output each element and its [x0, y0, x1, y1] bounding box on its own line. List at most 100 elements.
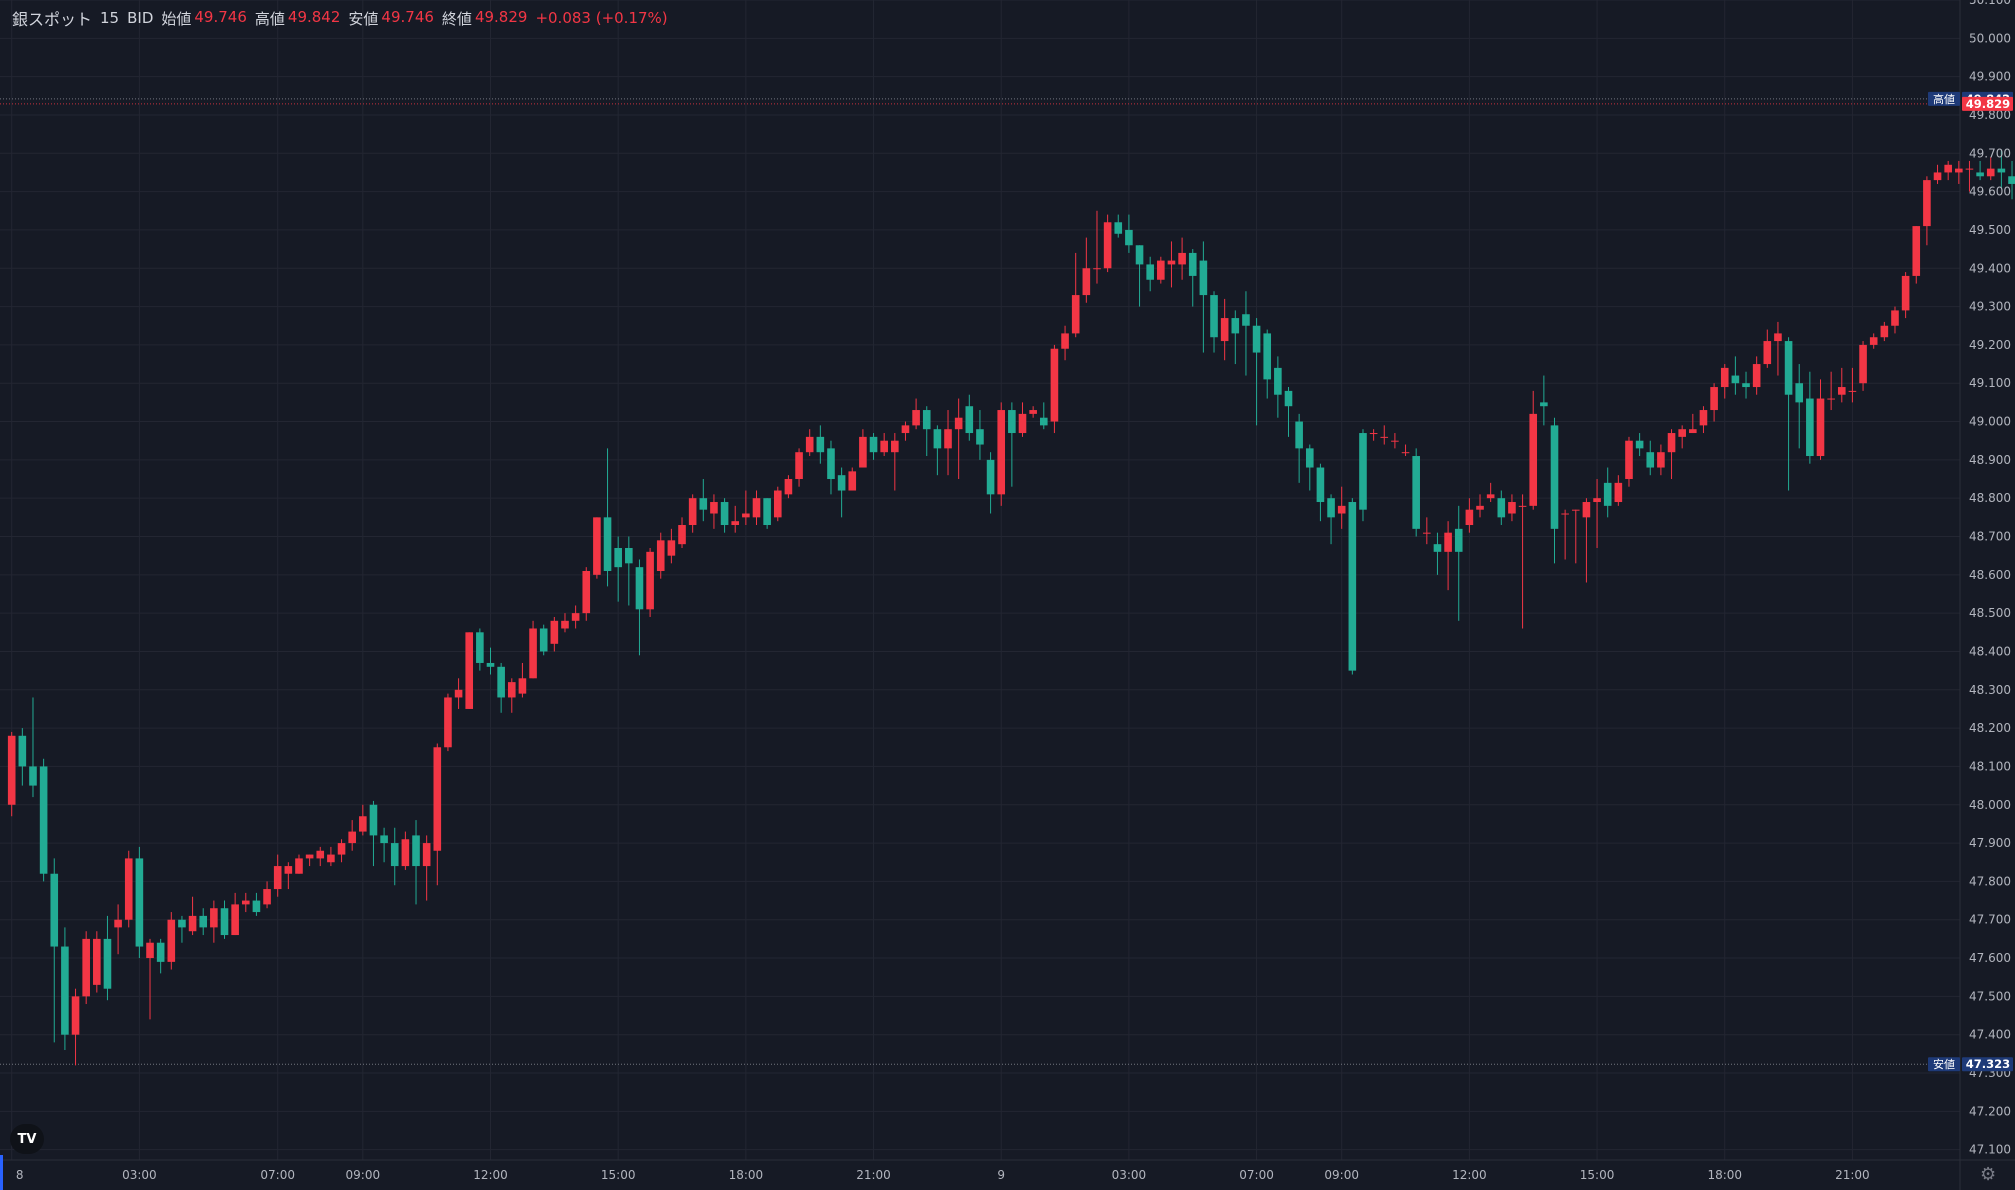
candle-body[interactable]	[114, 919, 122, 928]
candle-body[interactable]	[476, 632, 484, 663]
candle-body[interactable]	[1167, 260, 1176, 265]
candle-body[interactable]	[348, 831, 356, 844]
candle-body[interactable]	[1082, 268, 1091, 296]
candle-body[interactable]	[1625, 440, 1633, 480]
candle-body[interactable]	[1337, 505, 1346, 514]
candle-body[interactable]	[816, 436, 825, 453]
candle-body[interactable]	[869, 436, 878, 453]
candle-body[interactable]	[103, 938, 112, 989]
candle-body[interactable]	[1678, 429, 1686, 437]
candle-body[interactable]	[1997, 168, 2006, 173]
candle-body[interactable]	[1199, 260, 1208, 296]
candle-body[interactable]	[1710, 387, 1718, 411]
candle-body[interactable]	[986, 459, 995, 495]
candle-body[interactable]	[859, 436, 867, 468]
candle-body[interactable]	[1242, 314, 1250, 326]
candle-body[interactable]	[1369, 433, 1378, 435]
candle-body[interactable]	[1178, 252, 1186, 265]
candle-body[interactable]	[263, 889, 271, 905]
candle-body[interactable]	[1231, 318, 1240, 334]
candle-body[interactable]	[848, 471, 857, 491]
candle-body[interactable]	[1806, 398, 1814, 457]
candle-body[interactable]	[1327, 498, 1335, 518]
candle-body[interactable]	[1274, 367, 1282, 395]
candle-body[interactable]	[1731, 375, 1740, 384]
candle-body[interactable]	[210, 908, 218, 928]
candle-body[interactable]	[327, 854, 335, 863]
candle-body[interactable]	[635, 567, 644, 610]
candle-body[interactable]	[1912, 226, 1921, 276]
candle-body[interactable]	[880, 440, 888, 453]
candle-body[interactable]	[401, 839, 410, 867]
candle-body[interactable]	[1561, 513, 1569, 515]
candle-body[interactable]	[1188, 252, 1197, 276]
candle-body[interactable]	[1742, 383, 1750, 388]
candle-body[interactable]	[1933, 172, 1942, 181]
candle-body[interactable]	[252, 900, 261, 913]
candle-body[interactable]	[2008, 176, 2015, 184]
candle-body[interactable]	[1135, 245, 1144, 265]
candle-body[interactable]	[784, 479, 793, 495]
candle-body[interactable]	[433, 747, 442, 851]
candle-body[interactable]	[188, 915, 197, 932]
candle-body[interactable]	[337, 843, 346, 855]
candle-body[interactable]	[912, 410, 920, 426]
candle-body[interactable]	[1146, 264, 1154, 280]
candle-body[interactable]	[1465, 509, 1474, 526]
candle-body[interactable]	[1454, 528, 1463, 552]
candle-body[interactable]	[752, 498, 761, 518]
candle-body[interactable]	[625, 548, 633, 564]
candle-body[interactable]	[742, 513, 750, 518]
candle-body[interactable]	[50, 873, 59, 947]
candle-body[interactable]	[1880, 325, 1889, 338]
candle-body[interactable]	[603, 517, 612, 571]
candle-body[interactable]	[518, 678, 527, 694]
candle-body[interactable]	[273, 866, 282, 890]
candle-body[interactable]	[390, 843, 399, 867]
candle-body[interactable]	[1837, 387, 1846, 395]
candle-body[interactable]	[1657, 452, 1665, 468]
candle-body[interactable]	[497, 666, 505, 698]
candle-body[interactable]	[1689, 429, 1697, 434]
candle-body[interactable]	[1486, 494, 1495, 499]
candle-body[interactable]	[454, 689, 463, 698]
candle-body[interactable]	[220, 908, 229, 936]
candle-body[interactable]	[1901, 275, 1910, 311]
candle-body[interactable]	[1752, 364, 1761, 388]
candle-body[interactable]	[1210, 295, 1218, 338]
candle-body[interactable]	[614, 548, 622, 568]
candle-body[interactable]	[1093, 268, 1101, 270]
candle-body[interactable]	[837, 475, 846, 491]
candle-body[interactable]	[699, 498, 708, 510]
candle-body[interactable]	[1103, 222, 1112, 269]
candle-body[interactable]	[1774, 333, 1782, 342]
candle-body[interactable]	[1050, 348, 1059, 422]
candle-body[interactable]	[1720, 367, 1729, 388]
candle-body[interactable]	[124, 858, 133, 920]
candle-body[interactable]	[422, 843, 431, 867]
candle-body[interactable]	[1944, 164, 1952, 173]
candle-body[interactable]	[763, 498, 771, 526]
candle-body[interactable]	[295, 858, 303, 874]
candle-body[interactable]	[593, 517, 601, 575]
candle-body[interactable]	[1433, 544, 1442, 552]
candle-body[interactable]	[1923, 180, 1931, 227]
candle-body[interactable]	[1401, 452, 1410, 454]
candle-body[interactable]	[1667, 433, 1676, 453]
candle-body[interactable]	[550, 620, 559, 644]
candle-body[interactable]	[486, 662, 495, 667]
candle-body[interactable]	[1593, 498, 1601, 503]
candle-body[interactable]	[167, 919, 176, 962]
candle-body[interactable]	[1603, 482, 1612, 506]
candle-body[interactable]	[1391, 440, 1399, 442]
candle-body[interactable]	[316, 850, 325, 859]
candle-body[interactable]	[1869, 337, 1878, 345]
candle-body[interactable]	[444, 697, 452, 748]
candle-body[interactable]	[1295, 421, 1303, 449]
candle-body[interactable]	[1348, 502, 1357, 671]
candle-body[interactable]	[529, 628, 537, 679]
candle-body[interactable]	[1018, 413, 1027, 434]
candle-body[interactable]	[1423, 532, 1431, 534]
candle-body[interactable]	[1965, 168, 1974, 170]
candle-body[interactable]	[731, 521, 740, 526]
